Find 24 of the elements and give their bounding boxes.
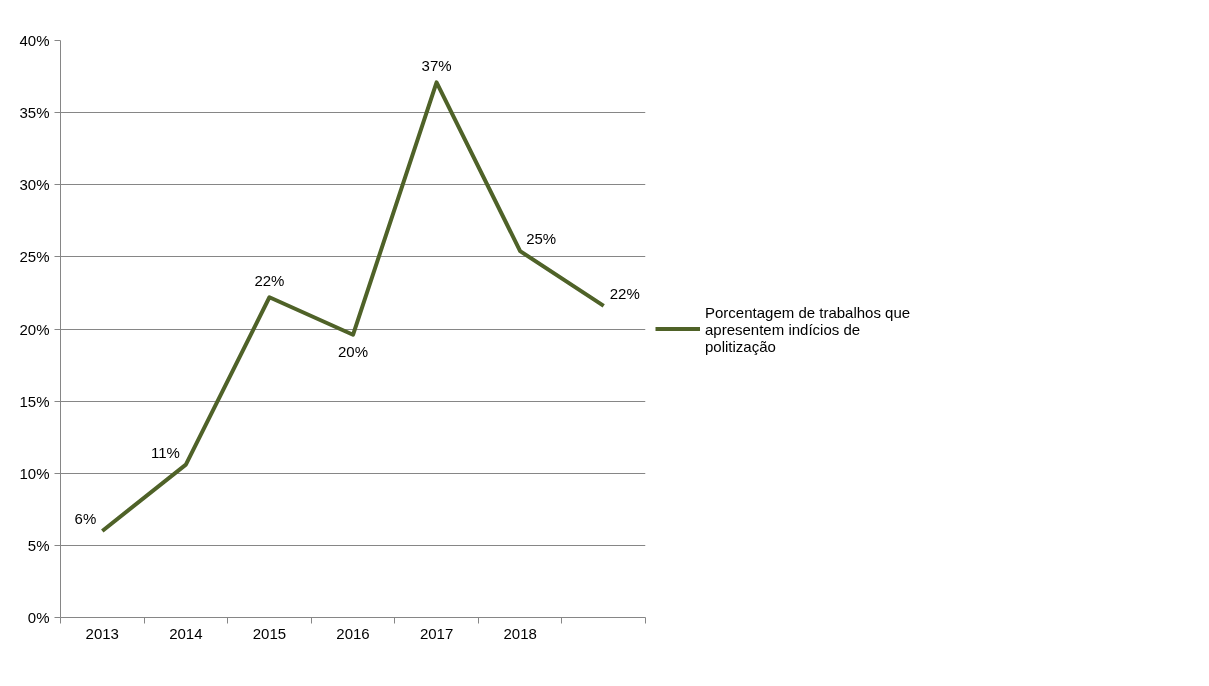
data-label: 6% bbox=[74, 509, 97, 527]
y-tick-label: 15% bbox=[19, 392, 50, 410]
legend-label: Porcentagem de trabalhos que apresentem indícios de politização bbox=[705, 303, 911, 354]
y-tick-label: 20% bbox=[19, 320, 50, 338]
data-label: 20% bbox=[337, 342, 369, 360]
y-tick-label: 0% bbox=[27, 609, 50, 626]
data-label: 22% bbox=[254, 272, 285, 290]
x-tick-label: 2016 bbox=[336, 624, 370, 642]
y-tick-label: 10% bbox=[19, 464, 50, 482]
x-tick-label: 2018 bbox=[503, 624, 537, 642]
y-tick-label: 30% bbox=[19, 176, 50, 194]
x-tick-label: 2013 bbox=[85, 624, 119, 642]
y-tick-label: 35% bbox=[19, 104, 50, 122]
x-tick-label: 2017 bbox=[419, 624, 454, 642]
data-label: 22% bbox=[609, 284, 640, 302]
y-tick-label: 25% bbox=[19, 248, 50, 266]
x-tick-label: 2014 bbox=[169, 624, 203, 642]
line-series bbox=[100, 80, 606, 533]
data-label: 11% bbox=[150, 443, 180, 461]
y-tick-label: 40% bbox=[19, 32, 50, 49]
x-tick-label: 2015 bbox=[252, 624, 287, 642]
data-label: 25% bbox=[526, 230, 557, 248]
data-label: 37% bbox=[421, 57, 452, 75]
y-tick-label: 5% bbox=[27, 536, 50, 554]
